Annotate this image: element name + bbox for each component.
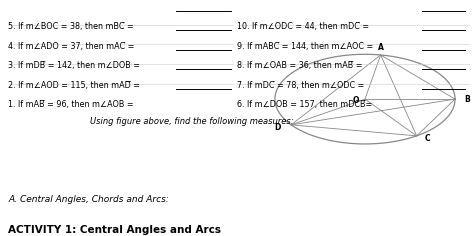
Text: 2. If m∠AOD = 115, then mAD̅ =: 2. If m∠AOD = 115, then mAD̅ = [8, 81, 143, 90]
Text: O: O [352, 96, 359, 105]
Text: 1. If mAB̅ = 96, then m∠AOB =: 1. If mAB̅ = 96, then m∠AOB = [8, 100, 136, 109]
Text: B: B [464, 95, 470, 104]
Text: 10. If m∠ODC = 44, then mDC̅ =: 10. If m∠ODC = 44, then mDC̅ = [237, 22, 372, 31]
Text: A: A [378, 43, 383, 52]
Text: ACTIVITY 1: Central Angles and Arcs: ACTIVITY 1: Central Angles and Arcs [8, 225, 221, 235]
Text: C: C [424, 134, 430, 143]
Text: Using figure above, find the following measures:: Using figure above, find the following m… [90, 117, 294, 126]
Text: 9. If mABC̅ = 144, then m∠AOC =: 9. If mABC̅ = 144, then m∠AOC = [237, 42, 376, 51]
Text: 3. If mDB̅ = 142, then m∠DOB =: 3. If mDB̅ = 142, then m∠DOB = [8, 61, 143, 70]
Text: 7. If mDC̅ = 78, then m∠ODC =: 7. If mDC̅ = 78, then m∠ODC = [237, 81, 367, 90]
Text: D: D [275, 123, 281, 132]
Text: 4. If m∠ADO = 37, then mAC̅ =: 4. If m∠ADO = 37, then mAC̅ = [8, 42, 137, 51]
Text: 5. If m∠BOC = 38, then mBC̅ =: 5. If m∠BOC = 38, then mBC̅ = [8, 22, 137, 31]
Text: A. Central Angles, Chords and Arcs:: A. Central Angles, Chords and Arcs: [8, 195, 169, 204]
Text: 8. If m∠OAB = 36, then mAB̅ =: 8. If m∠OAB = 36, then mAB̅ = [237, 61, 365, 70]
Text: 6. If m∠DOB = 157, then mDCB̅=: 6. If m∠DOB = 157, then mDCB̅= [237, 100, 375, 109]
